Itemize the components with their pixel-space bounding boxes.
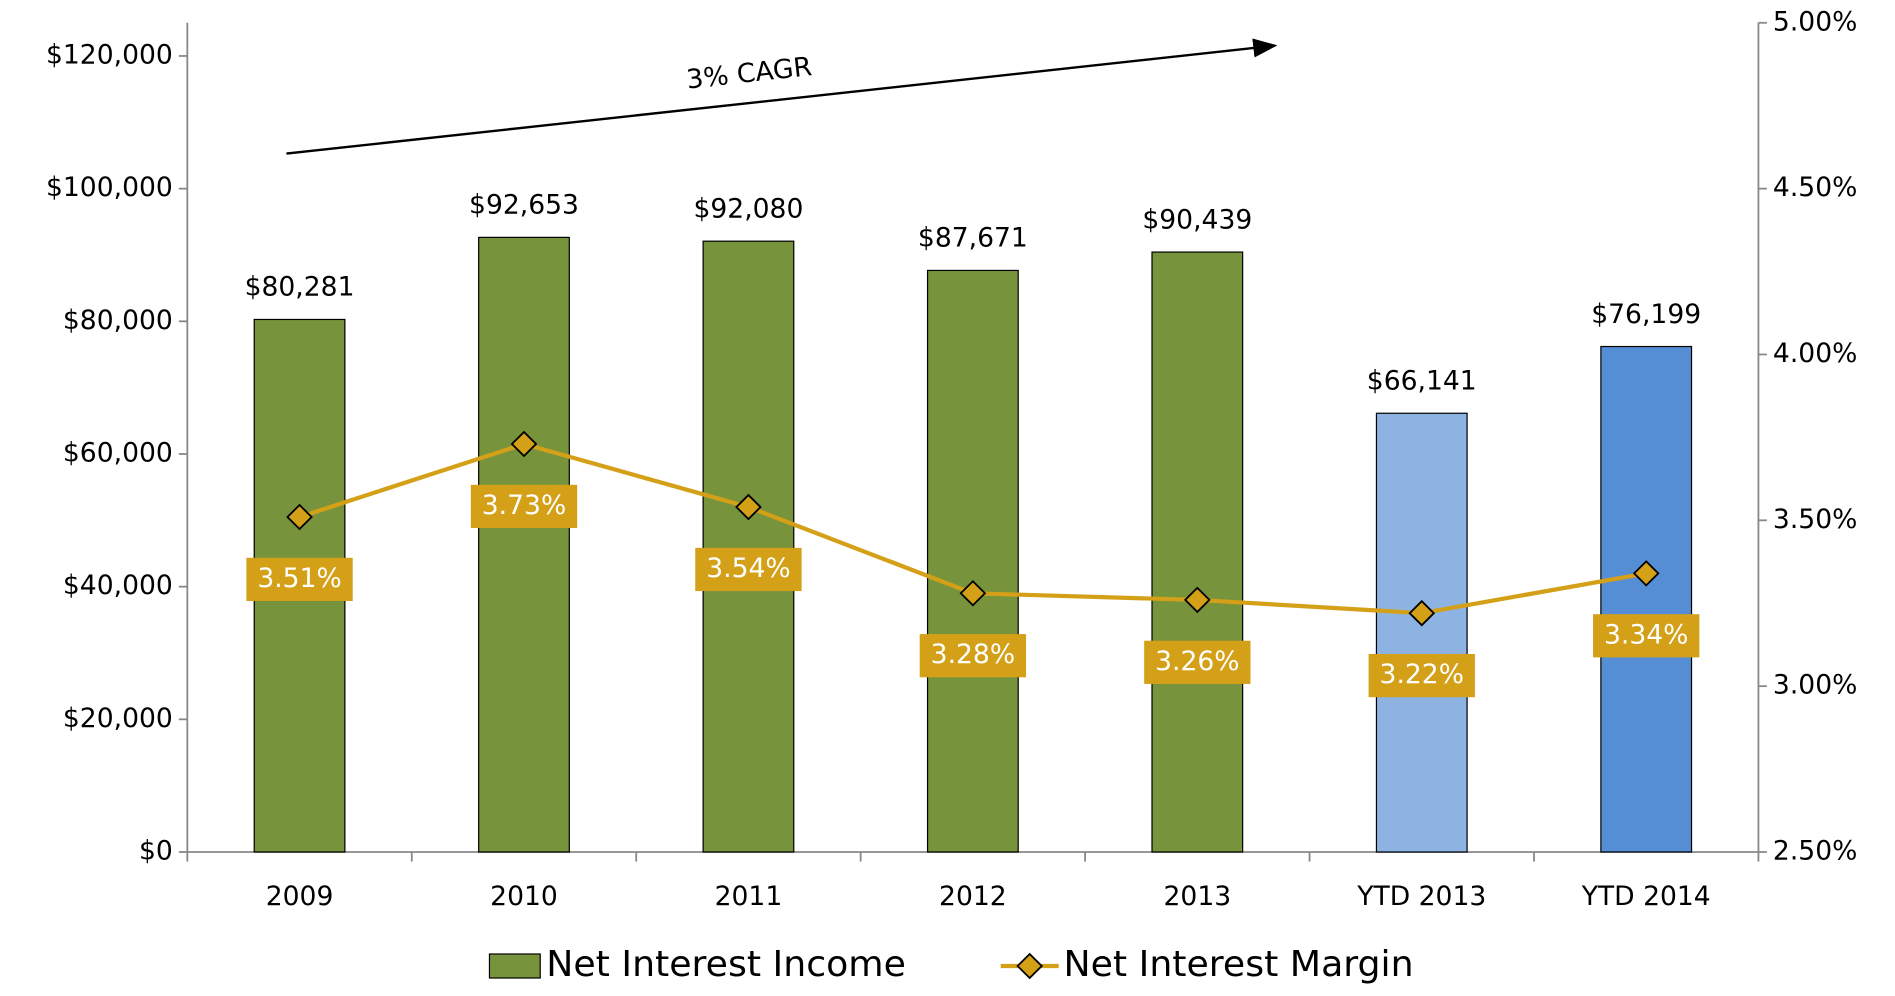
x-tick-label: YTD 2014 bbox=[1581, 881, 1711, 912]
margin-label-box bbox=[470, 484, 578, 529]
margin-value-label: 3.28% bbox=[931, 639, 1015, 670]
y-tick-label: $0 bbox=[139, 836, 173, 867]
y2-tick-label: 5.00% bbox=[1773, 6, 1857, 37]
bar-value-label: $76,199 bbox=[1591, 299, 1701, 330]
margin-value-label: 3.26% bbox=[1155, 646, 1239, 677]
cagr-arrow bbox=[286, 38, 1278, 155]
y2-tick-label: 3.00% bbox=[1773, 670, 1857, 701]
margin-label-box bbox=[1593, 614, 1700, 658]
bar bbox=[478, 236, 570, 853]
x-tick-label: 2010 bbox=[490, 881, 558, 912]
y-tick-label: $60,000 bbox=[63, 438, 173, 469]
bar-value-label: $66,141 bbox=[1367, 366, 1477, 397]
x-tick-label: 2012 bbox=[939, 881, 1007, 912]
margin-marker bbox=[735, 493, 762, 521]
margin-marker bbox=[1632, 560, 1660, 587]
legend-marker bbox=[1016, 952, 1044, 980]
margin-value-label: 3.22% bbox=[1380, 659, 1464, 690]
margin-label-box bbox=[695, 547, 802, 592]
x-tick-label: 2013 bbox=[1164, 881, 1232, 912]
margin-label-box bbox=[1144, 640, 1251, 684]
legend-label: Net Interest Margin bbox=[1064, 942, 1414, 985]
bar-value-label: $87,671 bbox=[918, 223, 1028, 254]
y-tick-label: $120,000 bbox=[46, 40, 173, 71]
margin-value-label: 3.51% bbox=[257, 563, 341, 594]
x-tick-label: 2011 bbox=[715, 881, 783, 912]
bar-value-label: $92,653 bbox=[469, 190, 579, 221]
bar bbox=[1375, 412, 1468, 853]
bar-value-label: $90,439 bbox=[1142, 204, 1252, 235]
margin-marker bbox=[286, 503, 313, 531]
y-tick-label: $100,000 bbox=[46, 172, 173, 203]
y2-tick-label: 4.00% bbox=[1773, 338, 1857, 369]
bar bbox=[1151, 251, 1244, 853]
bar-value-label: $92,080 bbox=[693, 194, 803, 225]
margin-marker bbox=[510, 430, 538, 458]
legend-label: Net Interest Income bbox=[546, 942, 906, 985]
y-tick-label: $40,000 bbox=[63, 570, 173, 601]
margin-marker bbox=[1183, 586, 1211, 614]
y2-tick-label: 3.50% bbox=[1773, 504, 1857, 535]
margin-value-label: 3.54% bbox=[706, 553, 790, 584]
margin-marker bbox=[1408, 599, 1436, 627]
margin-value-label: 3.73% bbox=[482, 490, 566, 521]
bar-value-label: $80,281 bbox=[245, 272, 355, 303]
y2-tick-label: 2.50% bbox=[1773, 836, 1857, 867]
margin-label-box bbox=[1368, 653, 1475, 698]
margin-value-label: 3.34% bbox=[1604, 619, 1688, 650]
bar bbox=[702, 240, 795, 853]
annotation: 3% CAGR bbox=[685, 51, 814, 95]
y-tick-label: $20,000 bbox=[63, 703, 173, 734]
margin-label-box bbox=[919, 634, 1027, 678]
bar bbox=[1600, 345, 1693, 853]
x-tick-label: 2009 bbox=[266, 881, 334, 912]
margin-label-box bbox=[246, 557, 353, 602]
y2-tick-label: 4.50% bbox=[1773, 172, 1857, 203]
x-tick-label: YTD 2013 bbox=[1356, 881, 1486, 912]
y-tick-label: $80,000 bbox=[63, 305, 173, 336]
margin-marker bbox=[959, 580, 987, 607]
legend-swatch bbox=[488, 953, 541, 979]
bar bbox=[926, 269, 1019, 853]
